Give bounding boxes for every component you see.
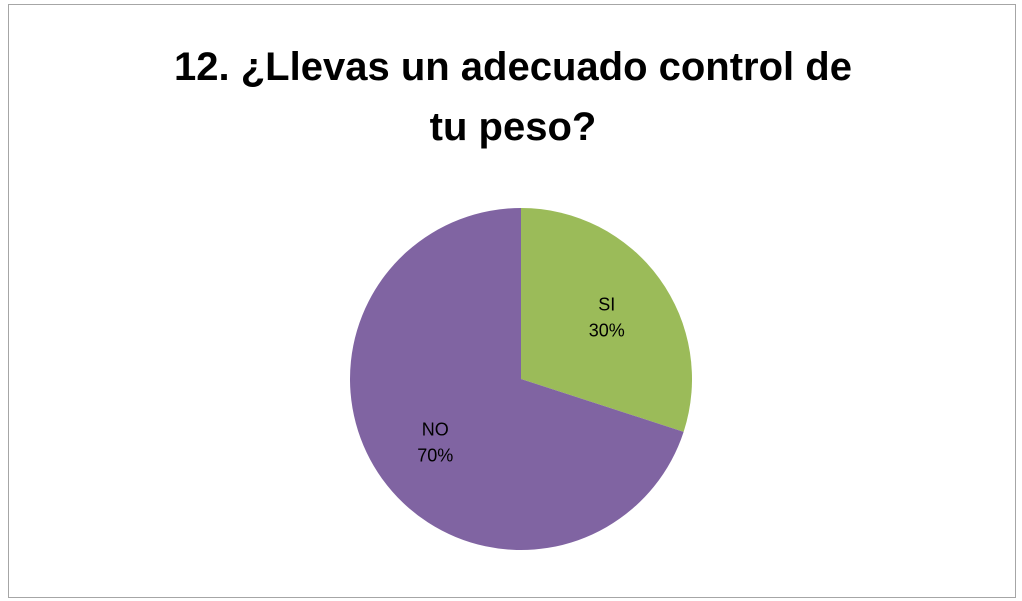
pie-label-no: NO 70%	[417, 419, 453, 465]
pie-chart: SI 30% NO 70%	[350, 208, 693, 550]
pie-label-category: SI	[598, 295, 615, 315]
pie-labels: SI 30% NO 70%	[417, 295, 625, 466]
pie-label-percent: 70%	[417, 445, 453, 465]
pie-slice-no	[350, 208, 684, 550]
pie-label-si: SI 30%	[589, 295, 625, 341]
pie-label-percent: 30%	[589, 321, 625, 341]
chart-frame: 12. ¿Llevas un adecuado control de tu pe…	[8, 4, 1016, 598]
pie-label-category: NO	[422, 419, 449, 439]
chart-title-text: 12. ¿Llevas un adecuado control de tu pe…	[174, 45, 852, 149]
chart-title: 12. ¿Llevas un adecuado control de tu pe…	[9, 37, 1017, 157]
pie-slice-si	[521, 208, 693, 432]
pie-slices	[350, 208, 693, 550]
